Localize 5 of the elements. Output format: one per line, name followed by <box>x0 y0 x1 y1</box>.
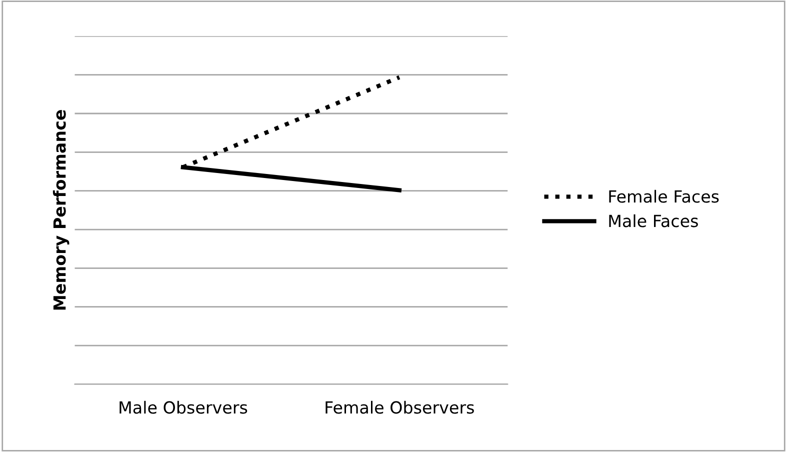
legend-label: Male Faces <box>609 214 698 228</box>
y-axis-title: Memory Performance <box>52 110 70 310</box>
x-tick-label: Male Observers <box>120 400 248 414</box>
x-tick-label: Female Observers <box>326 400 474 414</box>
legend-label: Female Faces <box>609 190 719 203</box>
